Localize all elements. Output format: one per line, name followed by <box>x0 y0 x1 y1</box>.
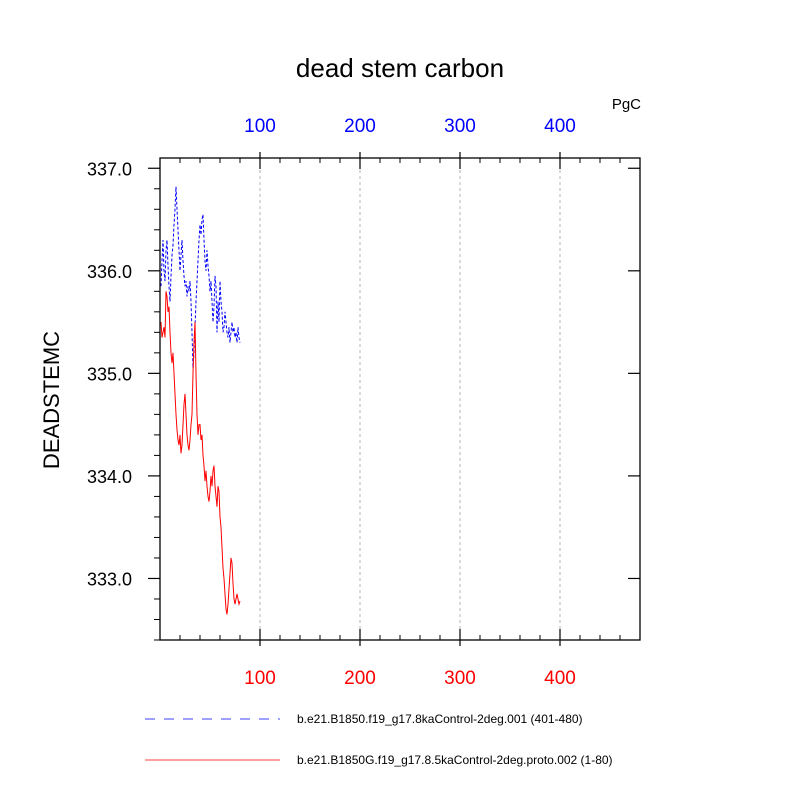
grid-lines <box>259 158 561 640</box>
plot-frame <box>159 157 641 641</box>
legend-label-control: b.e21.B1850.f19_g17.8kaControl-2deg.001 … <box>297 712 583 726</box>
x-tick-label-top: 300 <box>444 116 476 137</box>
x-tick-label-top: 400 <box>544 116 576 137</box>
y-tick-label: 333.0 <box>87 569 132 589</box>
x-tick-label-top: 200 <box>344 116 376 137</box>
y-tick-label: 335.0 <box>87 364 132 384</box>
chart-title: dead stem carbon <box>296 53 504 83</box>
x-tick-label-bottom: 200 <box>344 668 376 689</box>
x-tick-label-bottom: 400 <box>544 668 576 689</box>
x-tick-label-bottom: 300 <box>444 668 476 689</box>
series-layer <box>160 186 241 615</box>
x-tick-label-top: 100 <box>244 116 276 137</box>
axis-ticks <box>148 152 640 646</box>
units-label: PgC <box>612 96 641 113</box>
series-line-control <box>160 186 241 369</box>
series-line-proto <box>160 291 241 615</box>
tick-labels: 100 100 200 200 300 300 400 400 333.0 334.0 335.0 3… <box>87 116 576 689</box>
y-tick-label: 336.0 <box>87 262 132 282</box>
legend-label-proto: b.e21.B1850G.f19_g17.8.5kaControl-2deg.p… <box>297 753 613 767</box>
y-tick-label: 334.0 <box>87 467 132 487</box>
y-tick-label: 337.0 <box>87 159 132 179</box>
y-axis-label: DEADSTEMC <box>39 331 64 469</box>
legend: b.e21.B1850.f19_g17.8kaControl-2deg.001 … <box>145 712 613 767</box>
x-tick-label-bottom: 100 <box>244 668 276 689</box>
